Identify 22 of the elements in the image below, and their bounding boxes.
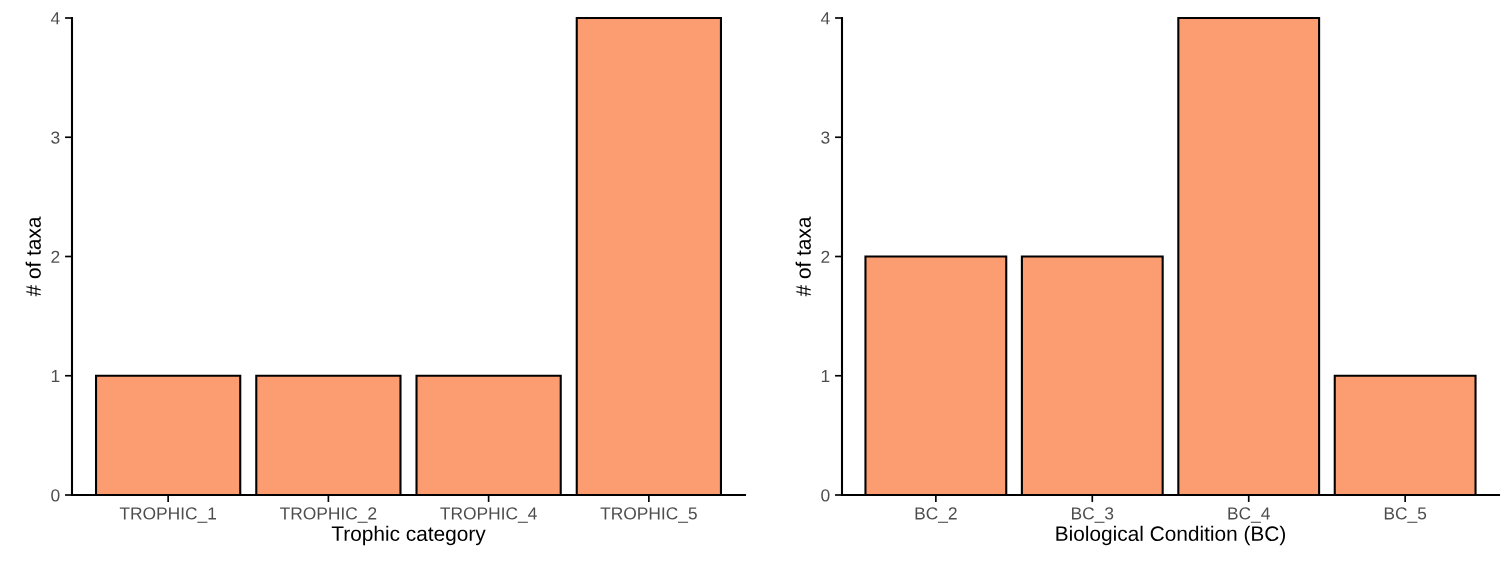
x-tick-label: BC_2 xyxy=(915,507,957,523)
y-tick-label: 4 xyxy=(50,12,60,25)
y-tick-label: 3 xyxy=(51,131,60,144)
x-tick-label: BC_4 xyxy=(1228,507,1270,523)
y-tick-label: 4 xyxy=(820,12,830,25)
x-axis-title: Trophic category xyxy=(331,525,486,546)
y-tick-label: 0 xyxy=(821,489,830,502)
x-tick-label: TROPHIC_2 xyxy=(280,507,377,523)
x-tick-label: TROPHIC_4 xyxy=(440,507,537,523)
x-axis-title: Biological Condition (BC) xyxy=(1056,525,1286,546)
y-axis-title: # of taxa xyxy=(25,216,41,297)
y-tick-label: 1 xyxy=(821,370,830,383)
y-tick-label: 2 xyxy=(821,250,830,263)
y-tick-label: 2 xyxy=(51,250,60,263)
x-tick-label: TROPHIC_1 xyxy=(119,507,217,523)
y-tick-label: 3 xyxy=(821,131,830,144)
x-tick-label: BC_3 xyxy=(1072,507,1114,523)
y-axis-title: # of taxa xyxy=(795,216,811,297)
x-tick-label: TROPHIC_5 xyxy=(600,507,697,523)
y-tick-label: 1 xyxy=(51,370,60,383)
x-tick-label: BC_5 xyxy=(1384,507,1427,523)
y-tick-label: 0 xyxy=(51,489,60,502)
